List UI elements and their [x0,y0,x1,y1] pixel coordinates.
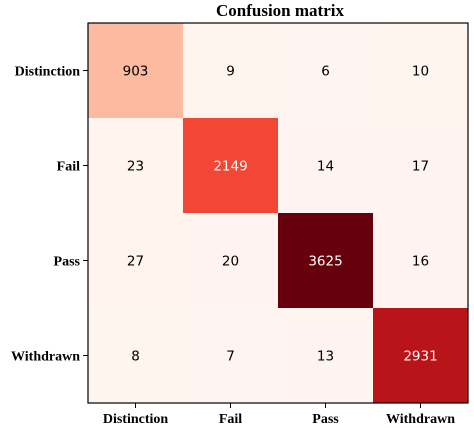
heatmap-cell-value: 8 [131,349,140,365]
heatmap-cell [183,308,279,404]
heatmap-cell-value: 2149 [213,159,247,175]
heatmap-cell [88,308,184,404]
heatmap-cell-value: 14 [317,159,334,175]
heatmap-cell [278,213,374,309]
heatmap-cell-value: 3625 [308,254,342,270]
x-tick-label: Pass [312,412,339,427]
heatmap-cell [183,23,279,119]
heatmap-cell-value: 7 [226,349,235,365]
heatmap-cell-value: 23 [127,159,144,175]
heatmap-cell-value: 903 [123,64,149,80]
heatmap-cell [373,213,469,309]
y-tick-label: Pass [54,255,81,270]
heatmap-cell-value: 10 [412,64,429,80]
x-tick-label: Withdrawn [386,412,455,427]
heatmap-cell-value: 13 [317,349,334,365]
x-axis-tick-labels: Distinction Fail Pass Withdrawn [103,412,455,427]
y-axis-tick-labels: Distinction Fail Pass Withdrawn [11,65,81,365]
heatmap-cell [278,308,374,404]
axis-ticks [83,70,421,408]
heatmap-cell [88,118,184,214]
heatmap-cell-value: 6 [321,64,330,80]
heatmap-cell [373,118,469,214]
heatmap-cells [88,23,469,404]
y-tick-label: Fail [57,160,80,175]
heatmap-cell-value: 17 [412,159,429,175]
heatmap-cell-value: 27 [127,254,144,270]
y-tick-label: Withdrawn [11,350,80,365]
heatmap-cell [373,308,469,404]
heatmap-cell-value: 20 [222,254,239,270]
y-tick-label: Distinction [15,65,81,80]
heatmap-cell-value: 2931 [403,349,437,365]
chart-title: Confusion matrix [216,1,344,20]
heatmap-cell [88,213,184,309]
heatmap-cell [183,118,279,214]
heatmap-cell [278,118,374,214]
x-tick-label: Fail [219,412,242,427]
heatmap-cell [183,213,279,309]
heatmap-cell [373,23,469,119]
heatmap-cell-value: 9 [226,64,235,80]
heatmap-cell [278,23,374,119]
heatmap-cell [88,23,184,119]
plot-frame [87,22,469,404]
x-tick-label: Distinction [103,412,169,427]
heatmap-cell-value: 16 [412,254,429,270]
heatmap-cell-labels: 903 9 6 10 23 2149 14 17 27 20 3625 16 8 7 13 2931 [123,64,438,365]
